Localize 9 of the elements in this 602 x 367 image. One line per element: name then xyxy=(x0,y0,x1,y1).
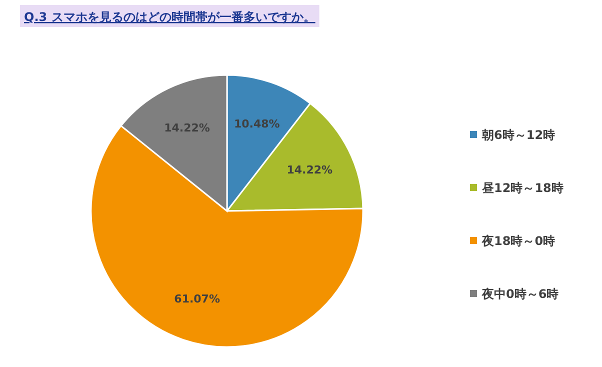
data-label: 14.22% xyxy=(286,163,333,176)
legend-label: 夜18時～0時 xyxy=(481,234,556,248)
data-label: 61.07% xyxy=(174,292,220,306)
data-label: 14.22% xyxy=(164,122,210,135)
legend-label: 朝6時～12時 xyxy=(481,128,556,142)
chart-title: Q.3 スマホを見るのはどの時間帯が一番多いですか。 xyxy=(24,10,316,24)
data-label: 10.48% xyxy=(234,117,280,130)
legend-label: 昼12時～18時 xyxy=(481,181,564,195)
legend-label: 夜中0時～6時 xyxy=(481,287,559,301)
